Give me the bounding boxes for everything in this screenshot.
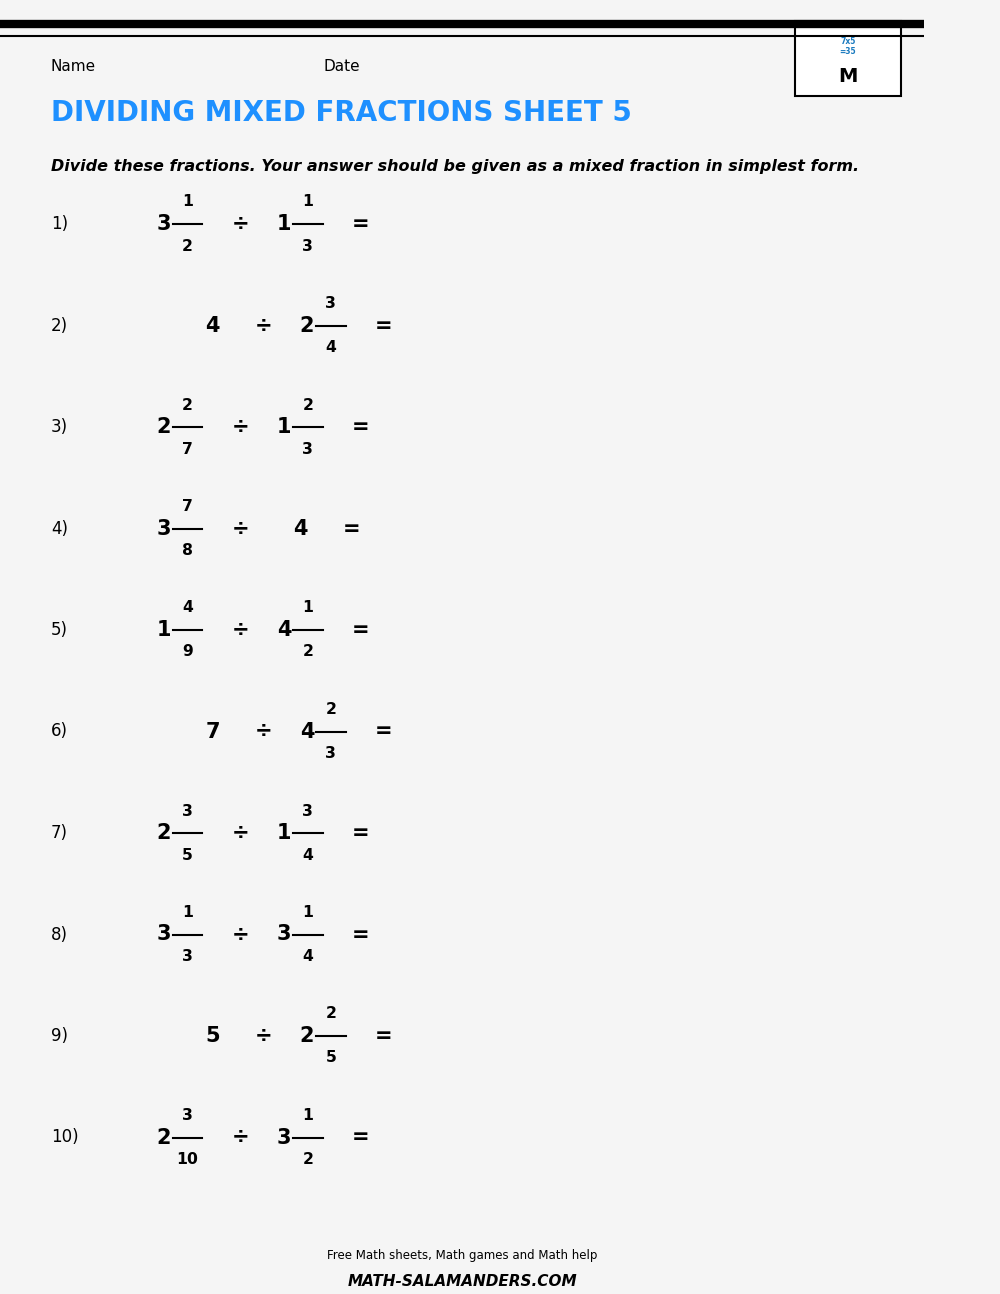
Text: 3: 3 [277,924,291,945]
Text: 3: 3 [182,804,193,819]
Text: 4: 4 [182,600,193,616]
Text: Divide these fractions. Your answer should be given as a mixed fraction in simpl: Divide these fractions. Your answer shou… [51,159,859,173]
FancyBboxPatch shape [795,21,901,96]
Text: 3: 3 [156,519,171,538]
Text: ÷: ÷ [231,519,249,538]
Text: =: = [352,620,369,641]
Text: 3: 3 [156,214,171,234]
Text: ÷: ÷ [231,214,249,234]
Text: Date: Date [323,60,360,74]
Text: 2): 2) [51,317,68,335]
Text: 8): 8) [51,925,68,943]
Text: 1: 1 [277,417,291,437]
Text: 2: 2 [300,316,314,335]
Text: 2: 2 [325,1007,336,1021]
Text: =: = [352,823,369,842]
Text: 2: 2 [302,1152,313,1167]
Text: DIVIDING MIXED FRACTIONS SHEET 5: DIVIDING MIXED FRACTIONS SHEET 5 [51,100,632,127]
Text: ÷: ÷ [255,1026,272,1046]
Text: 3: 3 [277,1127,291,1148]
Text: 7): 7) [51,824,68,842]
Text: ÷: ÷ [231,823,249,842]
Text: 1: 1 [277,823,291,842]
Text: 3: 3 [156,924,171,945]
Text: 1: 1 [277,214,291,234]
Text: 4: 4 [325,340,336,355]
Text: 2: 2 [302,397,313,413]
Text: 4: 4 [300,722,314,741]
Text: 7x5
=35: 7x5 =35 [840,36,856,56]
Text: 1: 1 [302,905,313,920]
Text: 2: 2 [182,238,193,254]
Text: 5: 5 [182,848,193,863]
Text: 4: 4 [277,620,291,641]
Text: 1: 1 [302,600,313,616]
Text: 3: 3 [302,441,313,457]
Text: 3: 3 [182,949,193,964]
Text: 2: 2 [156,1127,171,1148]
Text: ÷: ÷ [255,722,272,741]
Text: 3: 3 [325,747,336,761]
Text: 1: 1 [302,194,313,210]
Text: 1: 1 [182,194,193,210]
Text: 6): 6) [51,722,68,740]
Text: =: = [352,924,369,945]
Text: ÷: ÷ [231,417,249,437]
Text: 8: 8 [182,543,193,558]
Text: =: = [342,519,360,538]
Text: 2: 2 [156,417,171,437]
Text: 9: 9 [182,644,193,660]
Text: 10): 10) [51,1128,78,1146]
Text: ÷: ÷ [231,620,249,641]
Text: 1: 1 [156,620,171,641]
Text: 5: 5 [205,1026,220,1046]
Text: MATH-SALAMANDERS.COM: MATH-SALAMANDERS.COM [347,1273,577,1289]
Text: 10: 10 [177,1152,199,1167]
Text: 2: 2 [156,823,171,842]
Text: 7: 7 [182,499,193,514]
Text: Free Math sheets, Math games and Math help: Free Math sheets, Math games and Math he… [327,1250,597,1263]
Text: 4: 4 [302,848,313,863]
Text: 2: 2 [302,644,313,660]
Text: ÷: ÷ [231,1127,249,1148]
Text: 3: 3 [325,296,336,311]
Text: 2: 2 [300,1026,314,1046]
Text: M: M [838,67,858,85]
Text: 4: 4 [293,519,308,538]
Text: Name: Name [51,60,96,74]
Text: 3: 3 [302,804,313,819]
Text: 2: 2 [182,397,193,413]
Text: 3: 3 [182,1108,193,1123]
Text: 1): 1) [51,215,68,233]
Text: 5): 5) [51,621,68,639]
Text: 1: 1 [182,905,193,920]
Text: 1: 1 [302,1108,313,1123]
Text: 9): 9) [51,1027,68,1046]
Text: =: = [352,1127,369,1148]
Text: 4: 4 [205,316,220,335]
Text: 7: 7 [182,441,193,457]
Text: 7: 7 [205,722,220,741]
Text: =: = [375,316,392,335]
Text: =: = [375,722,392,741]
Text: 5: 5 [325,1051,336,1065]
Text: =: = [352,214,369,234]
Text: 3: 3 [302,238,313,254]
Text: 3): 3) [51,418,68,436]
Text: =: = [352,417,369,437]
Text: ÷: ÷ [255,316,272,335]
Text: =: = [375,1026,392,1046]
Text: 4): 4) [51,519,68,537]
Text: 4: 4 [302,949,313,964]
Text: ÷: ÷ [231,924,249,945]
Text: 2: 2 [325,703,336,717]
